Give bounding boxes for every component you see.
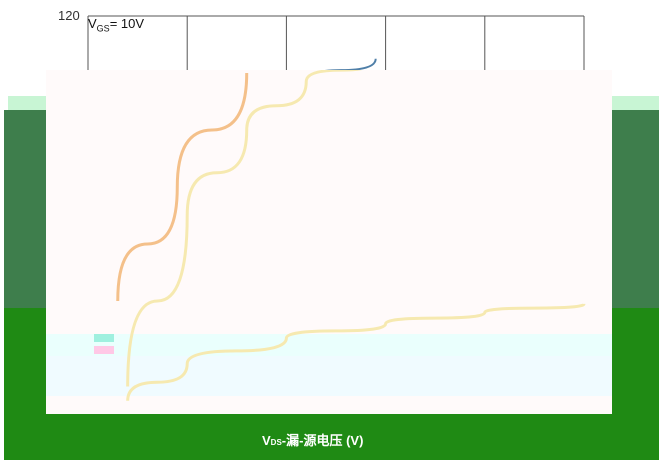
x-axis-label-sub: DS (271, 438, 282, 447)
y-tick-label-120: 120 (58, 8, 80, 23)
vgs-annotation-rest: = 10V (110, 16, 144, 31)
series-line-3 (128, 304, 584, 401)
vgs-annotation: VGS= 10V (88, 16, 144, 34)
x-axis-label: VDS-漏-源电压 (V) (262, 430, 363, 449)
vgs-annotation-sub: GS (97, 24, 110, 34)
series-line-2-faded (128, 59, 376, 387)
vgs-annotation-main: V (88, 16, 97, 31)
x-axis-label-rest: -漏-源电压 (V) (282, 433, 364, 448)
x-axis-label-main: V (262, 433, 271, 448)
series-line-2 (128, 59, 376, 387)
